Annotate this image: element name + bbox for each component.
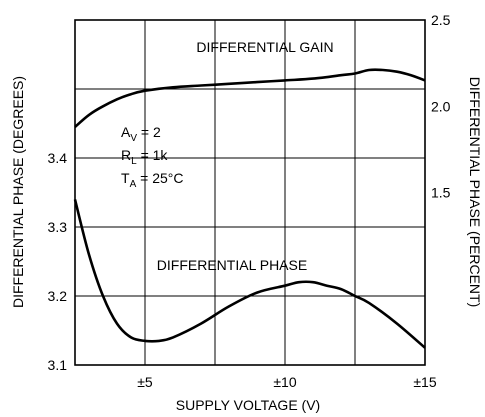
series-lines bbox=[73, 68, 426, 349]
plot-frame bbox=[74, 19, 426, 366]
x-tick-label: ±5 bbox=[137, 374, 153, 390]
differential-phase-curve bbox=[73, 199, 426, 349]
ta-condition: TA = 25°C bbox=[121, 170, 183, 190]
left-tick-label: 3.4 bbox=[48, 150, 68, 166]
left-tick-labels: 3.1 3.2 3.3 3.4 bbox=[48, 150, 68, 373]
grid-lines bbox=[75, 20, 425, 365]
left-axis-title: DIFFERENTIAL PHASE (DEGREES) bbox=[10, 76, 26, 308]
right-tick-label: 1.5 bbox=[431, 185, 451, 201]
left-tick-label: 3.3 bbox=[48, 219, 68, 235]
av-condition: AV = 2 bbox=[121, 124, 161, 144]
differential-gain-label: DIFFERENTIAL GAIN bbox=[196, 39, 333, 55]
right-tick-labels: 2.5 2.0 1.5 bbox=[431, 12, 451, 201]
x-axis-title: SUPPLY VOLTAGE (V) bbox=[176, 397, 320, 413]
right-tick-label: 2.5 bbox=[431, 12, 451, 28]
differential-gain-curve bbox=[74, 68, 426, 128]
x-tick-labels: ±5 ±10 ±15 bbox=[137, 374, 437, 390]
rl-condition: RL = 1k bbox=[121, 147, 168, 167]
left-tick-label: 3.2 bbox=[48, 288, 68, 304]
right-tick-label: 2.0 bbox=[431, 98, 451, 114]
differential-phase-label: DIFFERENTIAL PHASE bbox=[157, 257, 307, 273]
x-tick-label: ±10 bbox=[273, 374, 296, 390]
x-tick-label: ±15 bbox=[413, 374, 436, 390]
right-axis-title: DIFFERENTIAL PHASE (PERCENT) bbox=[467, 77, 483, 308]
left-tick-label: 3.1 bbox=[48, 357, 68, 373]
